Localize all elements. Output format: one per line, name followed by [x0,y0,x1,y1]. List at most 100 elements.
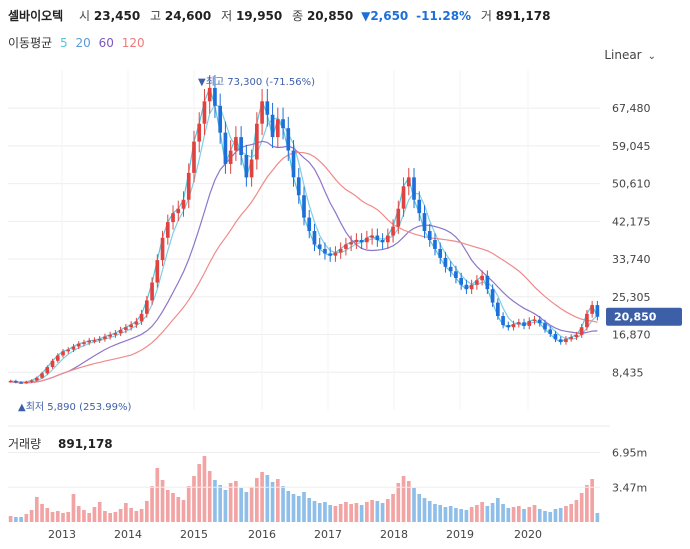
ma-120-line [10,151,598,384]
candle-body [150,282,154,301]
volume-bar [590,479,594,522]
candle-body [296,177,301,196]
candle-body [213,87,217,106]
volume-bar [375,501,380,522]
volume-bar [522,509,526,522]
candle-body [385,235,390,243]
candle-body [307,217,312,232]
volume-bar [564,506,568,522]
volume-bar [595,513,600,522]
volume-bar [108,513,112,522]
ma-5[interactable]: 5 [60,36,68,50]
candle-body [459,278,464,285]
candle-body [537,319,542,324]
volume-bar [24,514,29,522]
volume-bar [144,501,149,522]
candle-body [469,284,474,290]
ma-20-line [10,103,598,383]
volume-bar [265,475,270,522]
volume-bar [396,483,401,522]
volume-bar [532,505,537,522]
volume-bar [501,504,505,522]
price-tick-label: 8,435 [612,366,644,379]
ma-20[interactable]: 20 [75,36,91,50]
candle-body [323,248,327,254]
candle-body [511,324,516,328]
candle-body [275,119,280,138]
volume-bar [427,501,432,522]
change-value: ▼2,650 [361,9,409,23]
candle-body [464,284,469,290]
candle-body [97,338,102,341]
low-annotation: ▲최저 5,890 (253.99%) [18,401,131,413]
candle-body [344,244,348,249]
candle-body [155,260,160,283]
volume-bar [134,511,139,522]
last-price-label: 20,850 [614,311,657,324]
candle-body [406,177,411,187]
candle-body [359,240,364,243]
ma-120[interactable]: 120 [121,36,145,50]
scale-dropdown-label: Linear [604,48,642,62]
candle-body [380,240,385,243]
scale-dropdown[interactable]: Linear ⌄ [604,48,656,62]
volume-bar [234,481,238,522]
volume-bar [139,509,144,522]
candle-body [202,101,207,124]
chart-grid [8,70,610,427]
price-tick-label: 67,480 [612,102,651,115]
volume-bar [171,493,175,522]
candle-body [396,208,401,227]
candle-body [61,351,65,356]
candle-body [50,360,55,368]
volume-bar [129,508,133,522]
price-tick-label: 33,740 [612,253,651,266]
volume-bar [255,478,259,522]
candle-body [527,320,532,326]
date-tick-label: 2018 [380,528,408,541]
candle-body [370,235,374,238]
candle-body [244,155,249,178]
volume-bar [92,507,97,522]
volume-bar [14,517,18,522]
candle-body [103,336,107,339]
candle-body [585,313,589,328]
candle-body [139,313,144,322]
date-tick-label: 2013 [48,528,76,541]
date-axis: 2013 2014 2015 2016 2017 2018 2019 2020 [48,528,542,541]
candle-body [349,242,353,245]
ma-legend-label: 이동평균 [8,36,53,50]
candle-body [144,300,149,314]
candle-body [55,355,60,361]
volume-title-value: 891,178 [58,437,113,451]
candle-body [475,280,479,285]
volume-bar [391,494,395,522]
volume-bar [454,508,458,522]
volume-bar [181,500,186,522]
candle-body [448,266,453,272]
volume-bar [87,513,92,522]
candle-body [228,150,233,164]
candle-body [579,327,584,335]
candle-body [76,343,81,347]
low-label: 저 [221,9,233,23]
volume-bar [312,501,317,522]
close-value: 20,850 [306,9,354,23]
volume-bar [469,507,474,522]
candle-body [516,322,521,325]
candle-body [40,373,44,378]
volume-bar [511,507,516,522]
last-price-tag [606,307,682,326]
candle-body [249,159,254,178]
candle-body [485,275,490,290]
volume-bar [302,492,306,522]
ma-60[interactable]: 60 [98,36,114,50]
volume-bar [223,490,228,522]
ma-5-line [10,86,598,384]
volume-bar [433,504,437,522]
volume-bar [464,510,469,522]
volume-bar [496,498,500,522]
candle-body [66,349,71,352]
candle-body [291,150,296,178]
